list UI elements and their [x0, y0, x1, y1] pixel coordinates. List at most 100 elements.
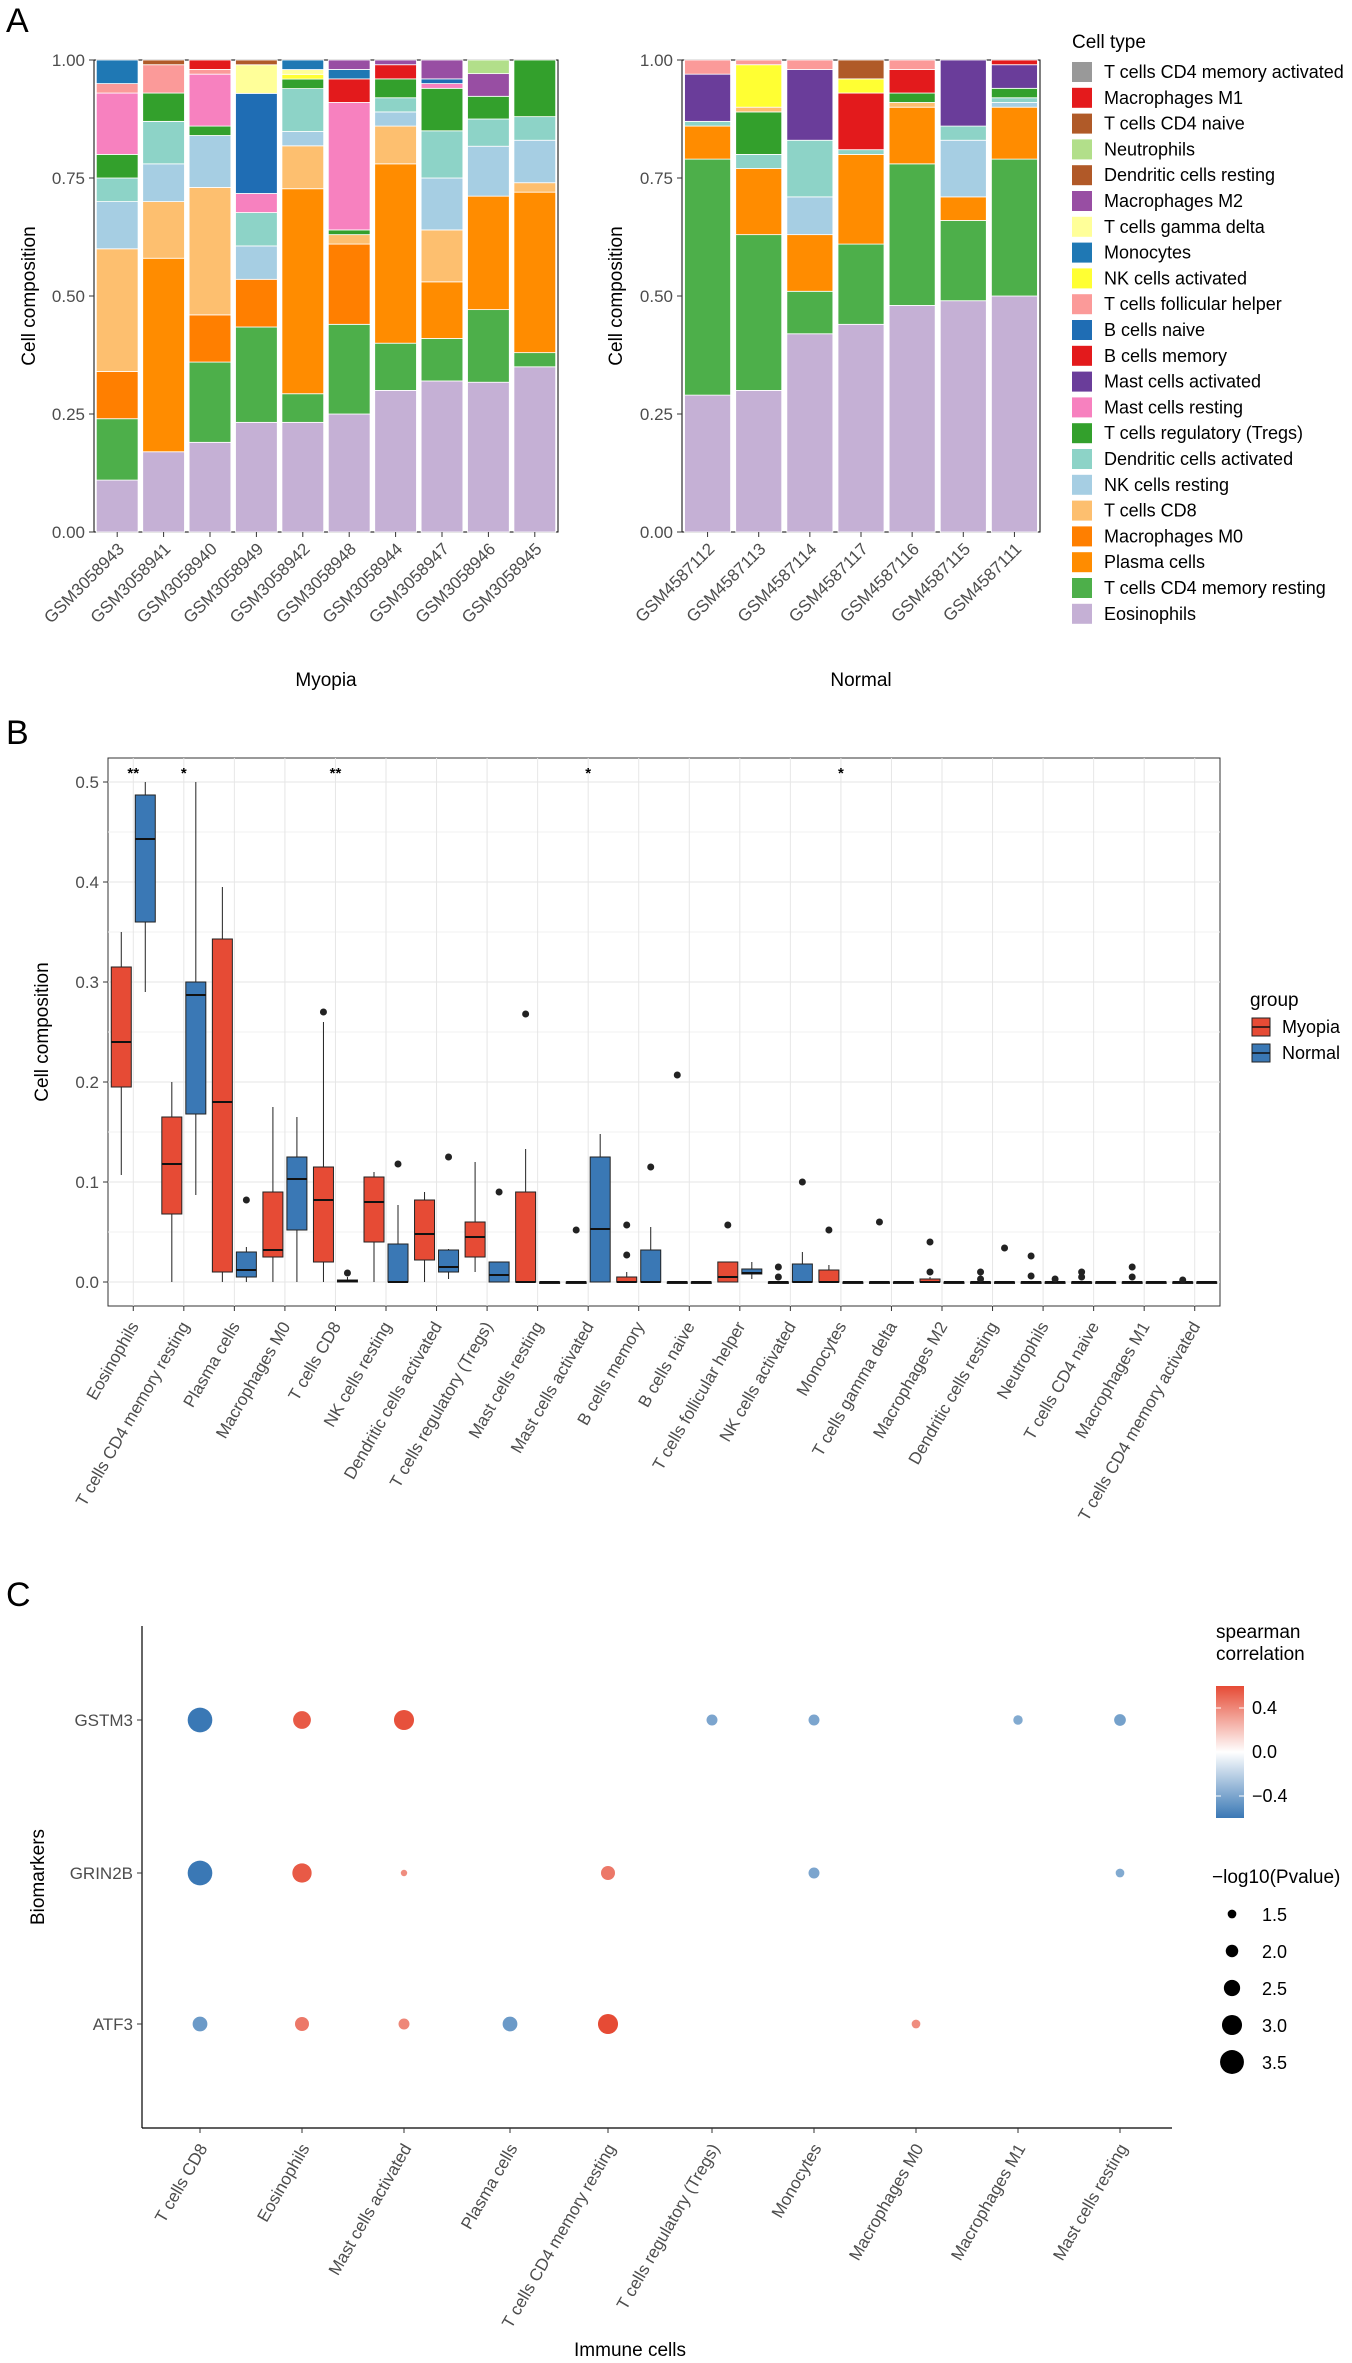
- bar-segment-t-cells-cd4-memory-resting: [837, 243, 885, 325]
- y-axis-title: Biomarkers: [28, 1829, 49, 1925]
- legend-swatch-t-cells-cd4-memory-resting: [1072, 578, 1092, 598]
- bar-segment-eosinophils: [188, 441, 232, 533]
- legend-label-t-cells-cd8: T cells CD8: [1104, 501, 1197, 521]
- box-myopia: [1071, 1268, 1093, 1284]
- size-legend-label: 1.5: [1262, 1905, 1287, 1925]
- x-tick-label: T cells CD8: [285, 1319, 345, 1404]
- bar-segment-t-cells-regulatory-tregs: [991, 87, 1038, 99]
- legend-label-dendritic-cells-activated: Dendritic cells activated: [1104, 449, 1293, 469]
- bar-segment-t-cells-cd4-memory-resting: [420, 338, 464, 382]
- x-tick-label: Eosinophils: [83, 1319, 143, 1404]
- x-tick-label: Monocytes: [793, 1319, 851, 1400]
- bar-segment-t-cells-cd4-memory-resting: [888, 163, 936, 306]
- bar-segment-t-cells-cd4-naive: [142, 59, 185, 66]
- box-myopia: [616, 1221, 638, 1283]
- x-tick-label: Macrophages M1: [947, 2141, 1029, 2264]
- box-iqr: [211, 938, 233, 1273]
- legend-swatch-t-cells-regulatory-tregs: [1072, 423, 1092, 444]
- x-tick-label: GSM3058942: [226, 539, 314, 627]
- y-tick-label: 0.5: [75, 773, 99, 792]
- bar-segment-monocytes: [281, 59, 325, 70]
- box-myopia: [565, 1226, 587, 1284]
- bar-segment-t-cells-gamma-delta: [235, 64, 278, 94]
- bar-segment-monocytes: [327, 69, 371, 80]
- outlier-point: [1078, 1268, 1086, 1276]
- box-myopia: [312, 1008, 334, 1282]
- bar-segment-t-cells-cd8: [142, 201, 185, 259]
- box-normal: [842, 1281, 864, 1284]
- bar-segment-plasma-cells: [374, 163, 417, 344]
- legend-swatch-t-cells-cd8: [1072, 500, 1092, 521]
- bar-segment-b-cells-memory: [991, 59, 1038, 66]
- dot-grin2b-eosinophils: [292, 1863, 312, 1883]
- dot-grin2b-mast-cells-activated: [400, 1869, 408, 1877]
- dot-grin2b-monocytes: [808, 1867, 820, 1879]
- outlier-point: [445, 1153, 453, 1161]
- bar-segment-t-cells-cd8: [95, 248, 139, 372]
- legend-title: Cell type: [1072, 32, 1146, 53]
- y-tick-label: 0.75: [640, 169, 673, 188]
- panel-label-b: B: [6, 714, 29, 752]
- dot-gstm3-eosinophils: [293, 1711, 311, 1729]
- significance-mark: **: [127, 765, 139, 782]
- bar-segment-t-cells-cd8: [513, 182, 557, 193]
- bar-segment-t-cells-regulatory-tregs: [142, 92, 185, 122]
- bar-segment-dendritic-cells-activated: [735, 153, 783, 169]
- bar-segment-t-cells-cd8: [188, 187, 232, 316]
- outlier-point: [825, 1226, 833, 1234]
- bar-gsm3058940: [188, 59, 232, 533]
- x-tick-label: Eosinophils: [254, 2141, 314, 2226]
- size-legend-label: 2.5: [1262, 1979, 1287, 1999]
- bar-segment-plasma-cells: [735, 168, 783, 236]
- box-iqr: [414, 1199, 436, 1261]
- outlier-point: [1128, 1273, 1136, 1281]
- dot-gstm3-mast-cells-resting: [1114, 1714, 1126, 1726]
- panel-a-stacked-bar-chart: 0.00 0.25 0.50 0.75 1.00 Cell composition GSM3…: [19, 32, 1344, 691]
- bar-segment-macrophages-m0: [327, 243, 371, 325]
- box-myopia: [666, 1071, 688, 1284]
- color-bar-label: 0.4: [1252, 1698, 1277, 1718]
- bar-segment-plasma-cells: [837, 153, 885, 245]
- bar-gsm4587114: [786, 59, 834, 533]
- legend-label-nk-cells-resting: NK cells resting: [1104, 475, 1229, 495]
- box-myopia: [161, 1082, 183, 1282]
- legend-title-line: spearman: [1216, 1622, 1301, 1643]
- bar-segment-mast-cells-resting: [327, 102, 371, 231]
- box-iqr: [286, 1156, 308, 1231]
- box-normal: [1044, 1275, 1066, 1284]
- bar-segment-nk-cells-activated: [735, 64, 783, 108]
- legend-swatch-t-cells-cd4-memory-activated: [1072, 62, 1092, 82]
- bar-segment-dendritic-cells-activated: [95, 177, 139, 203]
- bar-segment-mast-cells-resting: [188, 73, 232, 127]
- box-iqr: [262, 1191, 284, 1258]
- bar-gsm4587115: [939, 59, 987, 533]
- box-normal: [235, 1196, 257, 1282]
- bar-segment-t-cells-cd4-memory-resting: [188, 361, 232, 443]
- bar-segment-macrophages-m0: [95, 371, 139, 420]
- y-tick-label: 0.4: [75, 873, 99, 892]
- bar-segment-t-cells-regulatory-tregs: [374, 78, 417, 99]
- bar-gsm3058949: [235, 59, 278, 533]
- bar-segment-t-cells-regulatory-tregs: [888, 92, 936, 103]
- bar-segment-b-cells-memory: [374, 64, 417, 80]
- bar-segment-t-cells-cd4-memory-resting: [786, 290, 834, 335]
- bar-segment-plasma-cells: [991, 106, 1038, 160]
- bar-gsm3058942: [281, 59, 325, 533]
- significance-mark: **: [330, 765, 342, 782]
- bar-segment-mast-cells-resting: [235, 193, 278, 213]
- legend-label-macrophages-m0: Macrophages M0: [1104, 526, 1243, 546]
- dot-grin2b-t-cells-cd4-memory-resting: [601, 1866, 615, 1880]
- box-myopia: [919, 1238, 941, 1283]
- y-tick-label: 0.00: [640, 523, 673, 542]
- x-tick-label: Neutrophils: [993, 1319, 1052, 1403]
- bar-gsm3058947: [420, 59, 464, 533]
- bar-segment-plasma-cells: [888, 106, 936, 165]
- bar-segment-t-cells-gamma-delta: [281, 69, 325, 75]
- box-iqr: [717, 1261, 739, 1283]
- x-tick-label: T cells follicular helper: [649, 1318, 750, 1473]
- legend-swatch-eosinophils: [1072, 603, 1092, 624]
- bar-segment-t-cells-follicular-helper: [95, 83, 139, 94]
- bar-segment-dendritic-cells-activated: [142, 120, 185, 165]
- bar-segment-eosinophils: [939, 300, 987, 533]
